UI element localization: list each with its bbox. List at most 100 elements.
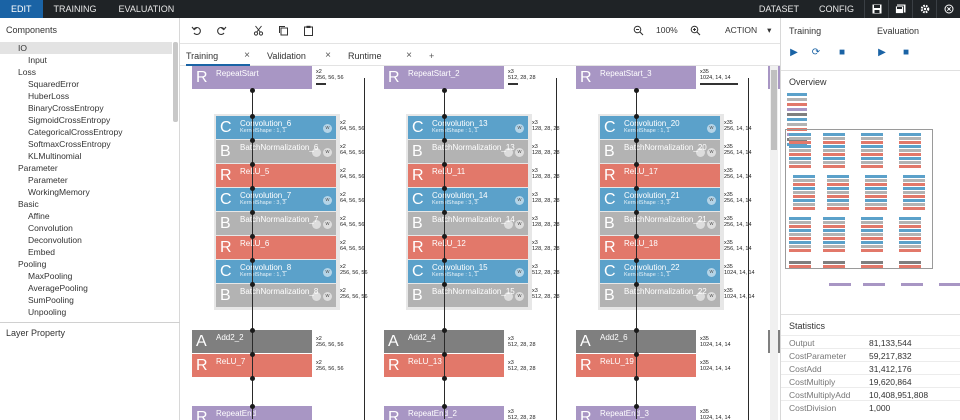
minimap-viewport[interactable]	[785, 129, 933, 269]
play-icon[interactable]: ▶	[790, 47, 798, 58]
layer-block-convolution-22[interactable]: C Convolution_22 KernelShape : 1, 1 w	[600, 260, 720, 283]
repeat-start-block[interactable]: R RepeatStart_2	[384, 66, 504, 89]
close-icon[interactable]	[936, 0, 960, 18]
layer-control-icon[interactable]	[312, 292, 321, 301]
layer-block-batchnormalization-21[interactable]: B BatchNormalization_21 w	[600, 212, 720, 235]
menu-config[interactable]: CONFIG	[819, 4, 854, 14]
components-scrollbar[interactable]	[173, 42, 178, 122]
layer-block-batchnormalization-6[interactable]: B BatchNormalization_6 w	[216, 140, 336, 163]
layer-control-icon[interactable]: w	[707, 292, 716, 301]
layer-block-batchnormalization-7[interactable]: B BatchNormalization_7 w	[216, 212, 336, 235]
layer-control-icon[interactable]: w	[323, 196, 332, 205]
zoom-out-icon[interactable]	[626, 20, 651, 42]
tree-item[interactable]: Deconvolution	[28, 235, 82, 245]
layer-control-icon[interactable]	[312, 148, 321, 157]
layer-block-convolution-6[interactable]: C Convolution_6 KernelShape : 1, 1 w	[216, 116, 336, 139]
right-tab-training[interactable]: Training	[789, 26, 822, 36]
save-icon[interactable]	[864, 0, 888, 18]
layer-control-icon[interactable]: w	[707, 148, 716, 157]
close-tab-icon[interactable]: ×	[325, 50, 331, 61]
layer-block-convolution-13[interactable]: C Convolution_13 KernelShape : 1, 1 w	[408, 116, 528, 139]
layer-control-icon[interactable]: w	[323, 124, 332, 133]
layer-control-icon[interactable]: w	[515, 124, 524, 133]
layer-block-convolution-14[interactable]: C Convolution_14 KernelShape : 3, 3 w	[408, 188, 528, 211]
layer-control-icon[interactable]: w	[707, 124, 716, 133]
tree-item[interactable]: Basic	[18, 199, 39, 209]
tree-item[interactable]: Affine	[28, 211, 50, 221]
gear-icon[interactable]	[912, 0, 936, 18]
tree-item[interactable]: Unpooling	[28, 307, 67, 317]
layer-control-icon[interactable]: w	[515, 196, 524, 205]
layer-control-icon[interactable]	[504, 148, 513, 157]
layer-block-batchnormalization-13[interactable]: B BatchNormalization_13 w	[408, 140, 528, 163]
tree-item[interactable]: Input	[28, 55, 47, 65]
layer-block-relu-5[interactable]: R ReLU_5	[216, 164, 336, 187]
tree-item[interactable]: SumPooling	[28, 295, 74, 305]
copy-icon[interactable]	[271, 20, 296, 42]
layer-control-icon[interactable]: w	[707, 220, 716, 229]
tree-item[interactable]: CategoricalCrossEntropy	[28, 127, 123, 137]
canvas-scrollbar-thumb[interactable]	[771, 70, 777, 150]
layer-block-batchnormalization-8[interactable]: B BatchNormalization_8 w	[216, 284, 336, 307]
layer-control-icon[interactable]	[696, 220, 705, 229]
layer-block-relu-6[interactable]: R ReLU_6	[216, 236, 336, 259]
tree-item[interactable]: HuberLoss	[28, 91, 70, 101]
graph-canvas[interactable]: R RepeatStart x2 256, 56, 56 C Convolution_6 K…	[180, 66, 780, 420]
right-tab-evaluation[interactable]: Evaluation	[877, 26, 920, 36]
layer-control-icon[interactable]: w	[323, 220, 332, 229]
menu-tab-training[interactable]: TRAINING	[53, 4, 97, 14]
redo-icon[interactable]	[209, 20, 234, 42]
tree-item[interactable]: Embed	[28, 247, 55, 257]
refresh-play-icon[interactable]: ⟳	[811, 47, 821, 58]
repeat-start-block[interactable]: R RepeatStart_3	[576, 66, 696, 89]
tree-item[interactable]: Parameter	[18, 163, 58, 173]
tree-item[interactable]: AveragePooling	[28, 283, 88, 293]
layer-block-batchnormalization-20[interactable]: B BatchNormalization_20 w	[600, 140, 720, 163]
tree-item[interactable]: KLMultinomial	[28, 151, 82, 161]
tree-item[interactable]: Convolution	[28, 223, 73, 233]
layer-control-icon[interactable]: w	[515, 220, 524, 229]
tree-item[interactable]: IO	[0, 42, 172, 54]
paste-icon[interactable]	[296, 20, 321, 42]
tree-item[interactable]: Pooling	[18, 259, 47, 269]
tree-item[interactable]: MaxPooling	[28, 271, 73, 281]
tree-item[interactable]: SquaredError	[28, 79, 80, 89]
eval-play-icon[interactable]: ▶	[878, 47, 886, 58]
layer-block-relu-12[interactable]: R ReLU_12	[408, 236, 528, 259]
zoom-in-icon[interactable]	[683, 20, 708, 42]
layer-control-icon[interactable]: w	[707, 268, 716, 277]
repeat-start-block[interactable]: R RepeatStart	[192, 66, 312, 89]
eval-stop-icon[interactable]: ■	[902, 47, 910, 58]
layer-block-convolution-7[interactable]: C Convolution_7 KernelShape : 3, 3 w	[216, 188, 336, 211]
layer-control-icon[interactable]: w	[323, 268, 332, 277]
close-tab-icon[interactable]: ×	[244, 50, 250, 61]
layer-block-relu-18[interactable]: R ReLU_18	[600, 236, 720, 259]
layer-control-icon[interactable]	[696, 292, 705, 301]
close-tab-icon[interactable]: ×	[406, 50, 412, 61]
overview-minimap[interactable]	[785, 93, 960, 309]
action-dropdown[interactable]: ACTION ▾	[725, 25, 771, 36]
tree-item[interactable]: SigmoidCrossEntropy	[28, 115, 111, 125]
menu-dataset[interactable]: DATASET	[758, 4, 799, 14]
layer-control-icon[interactable]	[312, 220, 321, 229]
layer-control-icon[interactable]	[696, 148, 705, 157]
layer-control-icon[interactable]: w	[323, 292, 332, 301]
layer-control-icon[interactable]	[504, 292, 513, 301]
tree-item[interactable]: Parameter	[28, 175, 68, 185]
layer-block-batchnormalization-22[interactable]: B BatchNormalization_22 w	[600, 284, 720, 307]
tab-training[interactable]: Training ×	[186, 49, 250, 66]
tab-validation[interactable]: Validation ×	[267, 49, 331, 66]
tree-item[interactable]: BinaryCrossEntropy	[28, 103, 104, 113]
tab-runtime[interactable]: Runtime ×	[348, 49, 412, 66]
tree-item[interactable]: WorkingMemory	[28, 187, 90, 197]
layer-control-icon[interactable]: w	[323, 148, 332, 157]
cut-icon[interactable]	[246, 20, 271, 42]
canvas-scrollbar[interactable]	[770, 66, 778, 420]
layer-block-relu-11[interactable]: R ReLU_11	[408, 164, 528, 187]
stop-icon[interactable]: ■	[838, 47, 846, 58]
undo-icon[interactable]	[184, 20, 209, 42]
save-all-icon[interactable]	[888, 0, 912, 18]
tree-item[interactable]: SoftmaxCrossEntropy	[28, 139, 111, 149]
tree-item[interactable]: Loss	[18, 67, 36, 77]
menu-tab-edit[interactable]: EDIT	[0, 0, 43, 18]
